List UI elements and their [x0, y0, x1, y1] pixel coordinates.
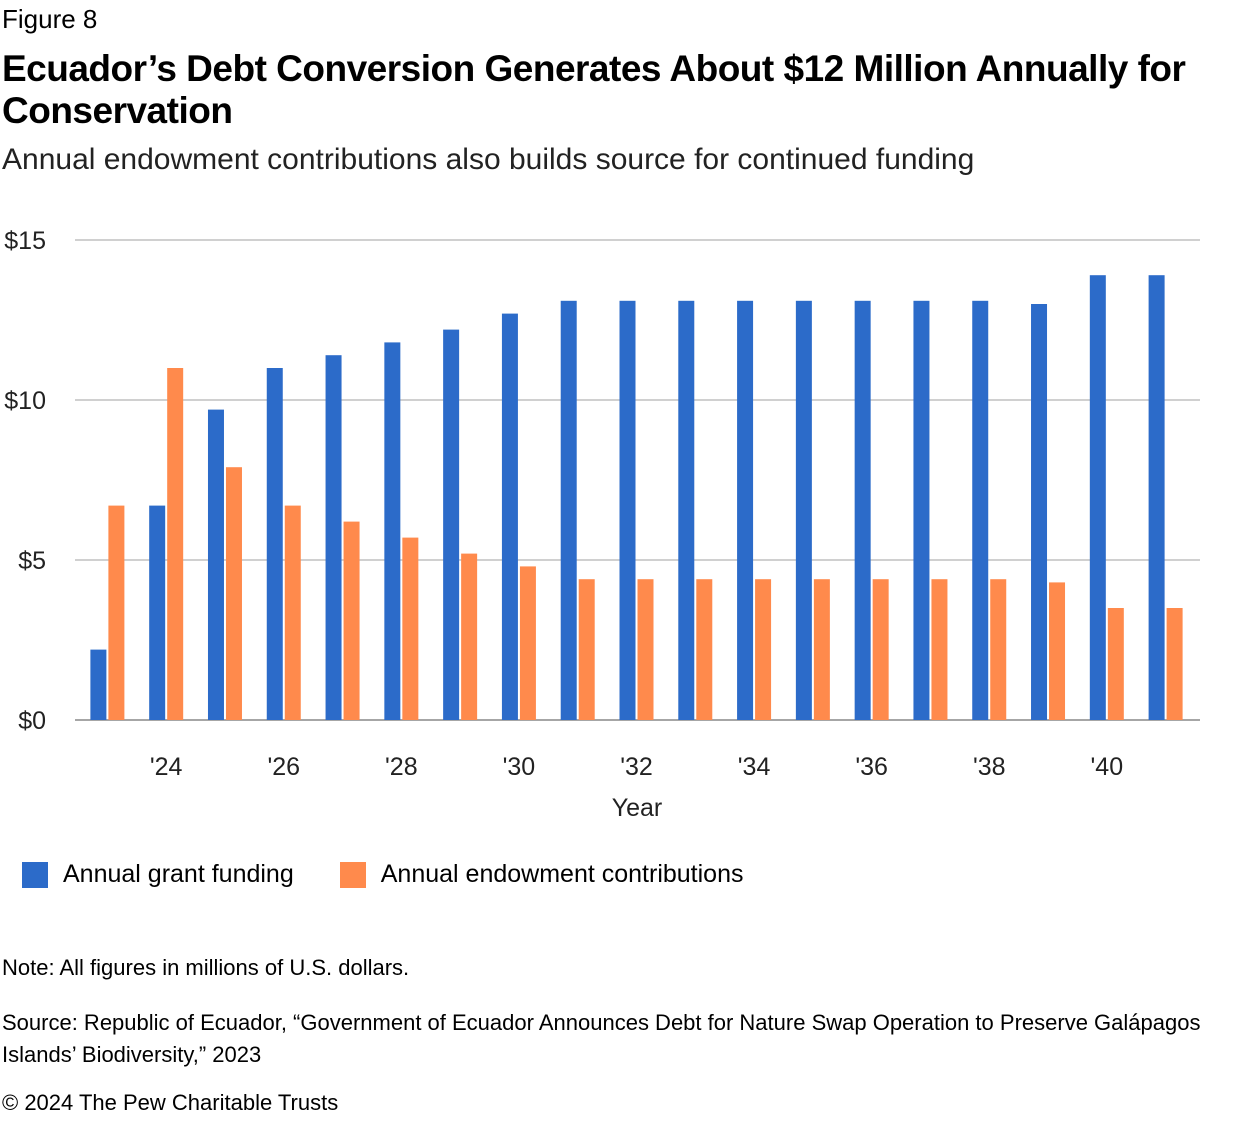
bar-grant	[913, 300, 930, 720]
x-tick-label: '34	[738, 753, 771, 781]
bar-grant	[207, 409, 224, 720]
source: Source: Republic of Ecuador, “Government…	[2, 1010, 1201, 1067]
legend-swatch-endowment	[339, 861, 366, 888]
bar-endowment	[108, 505, 125, 720]
bar-endowment	[637, 579, 654, 720]
x-tick-label: '26	[267, 753, 300, 781]
bar-endowment	[1107, 608, 1124, 720]
bar-grant	[325, 355, 342, 720]
x-axis-title: Year	[612, 794, 663, 822]
bar-endowment	[225, 467, 242, 720]
bar-grant	[560, 300, 577, 720]
bar-grant	[1031, 304, 1048, 720]
bar-grant	[737, 300, 754, 720]
bar-grant	[972, 300, 989, 720]
bar-endowment	[872, 579, 889, 720]
bar-grant	[266, 368, 283, 720]
bar-endowment	[578, 579, 595, 720]
bar-endowment	[755, 579, 772, 720]
legend-label-grant: Annual grant funding	[63, 860, 294, 888]
bar-endowment	[813, 579, 830, 720]
legend-swatch-grant	[22, 861, 48, 888]
bar-grant	[854, 300, 871, 720]
bar-grant	[795, 300, 812, 720]
copyright: © 2024 The Pew Charitable Trusts	[2, 1090, 339, 1115]
bar-endowment	[461, 553, 478, 720]
y-tick-label: $10	[4, 387, 46, 415]
legend-item-endowment: Annual endowment contributions	[339, 860, 744, 889]
bar-endowment	[167, 368, 184, 720]
x-tick-label: '40	[1091, 753, 1124, 781]
bar-grant	[619, 300, 636, 720]
note: Note: All figures in millions of U.S. do…	[2, 955, 410, 980]
bar-endowment	[931, 579, 948, 720]
bar-endowment	[402, 537, 419, 720]
x-tick-label: '24	[150, 753, 183, 781]
bar-grant	[501, 313, 518, 720]
bar-grant	[149, 505, 166, 720]
legend: Annual grant funding Annual endowment co…	[22, 860, 789, 889]
legend-label-endowment: Annual endowment contributions	[380, 860, 744, 888]
bar-grant	[678, 300, 695, 720]
bar-endowment	[1166, 608, 1183, 720]
bar-grant	[1148, 275, 1165, 720]
bar-endowment	[1049, 582, 1066, 720]
chart-title: Ecuador’s Debt Conversion Generates Abou…	[2, 48, 1186, 131]
bar-endowment	[343, 521, 360, 720]
chart-subtitle: Annual endowment contributions also buil…	[2, 143, 975, 176]
bar-endowment	[519, 566, 536, 720]
figure-label: Figure 8	[2, 4, 98, 34]
bar-endowment	[990, 579, 1007, 720]
bar-endowment	[284, 505, 301, 720]
y-tick-label: $5	[18, 547, 46, 575]
bar-endowment	[696, 579, 713, 720]
bar-grant	[90, 649, 107, 720]
x-tick-label: '38	[973, 753, 1006, 781]
legend-item-grant: Annual grant funding	[22, 860, 294, 889]
y-tick-label: $0	[18, 707, 46, 735]
x-tick-label: '36	[855, 753, 888, 781]
bar-grant	[443, 329, 460, 720]
x-tick-label: '28	[385, 753, 418, 781]
x-tick-label: '30	[503, 753, 536, 781]
bar-grant	[1089, 275, 1106, 720]
x-tick-label: '32	[620, 753, 653, 781]
y-tick-label: $15	[4, 227, 46, 255]
bar-grant	[384, 342, 401, 720]
bar-chart: $0 $5 $10 $15 '24 '26 '28 '30 '32 '34 '36 '38 '40 Yea…	[4, 227, 1200, 822]
